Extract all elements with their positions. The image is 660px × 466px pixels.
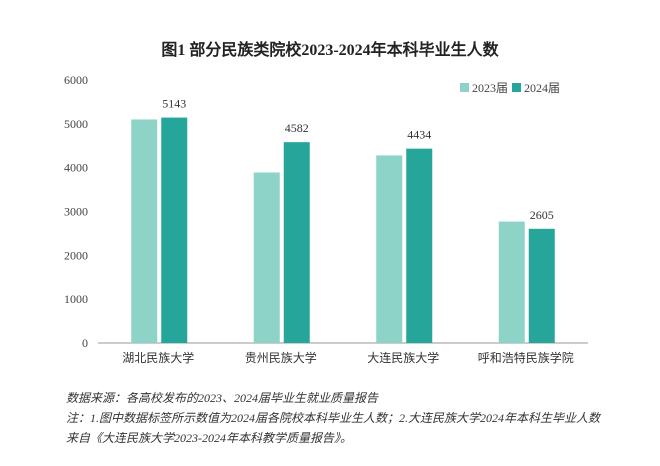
y-tick-label: 3000: [64, 205, 88, 219]
x-tick-label: 贵州民族大学: [245, 350, 317, 365]
y-tick-label: 0: [82, 336, 88, 350]
bar-2023届: [498, 221, 525, 343]
legend-label: 2024届: [524, 81, 560, 95]
x-tick-label: 湖北民族大学: [122, 350, 194, 365]
x-tick-label: 呼和浩特民族学院: [478, 350, 574, 365]
bar-2024届: [406, 148, 433, 343]
bar-2024届: [161, 117, 188, 343]
x-tick-label: 大连民族大学: [367, 350, 439, 365]
legend-swatch: [460, 83, 469, 92]
data-label: 2605: [530, 208, 554, 222]
bar-2024届: [528, 228, 555, 343]
bar-2024届: [283, 142, 310, 343]
bar-2023届: [376, 155, 403, 343]
data-label: 4434: [407, 128, 431, 142]
y-tick-label: 5000: [64, 117, 88, 131]
data-label: 5143: [162, 97, 186, 111]
bar-2023届: [131, 119, 158, 343]
footnote: 注：1.图中数据标签所示数值为2024届各院校本科毕业生人数；2.大连民族大学2…: [66, 411, 601, 445]
source-note: 数据来源：各高校发布的2023、2024届毕业生就业质量报告: [66, 391, 379, 405]
y-tick-label: 6000: [64, 73, 88, 87]
legend-swatch: [512, 83, 521, 92]
legend-label: 2023届: [472, 81, 508, 95]
y-tick-label: 4000: [64, 161, 88, 175]
y-tick-label: 1000: [64, 292, 88, 306]
data-label: 4582: [285, 121, 309, 135]
y-tick-label: 2000: [64, 248, 88, 262]
chart-title: 图1 部分民族类院校2023-2024年本科毕业生人数: [161, 42, 499, 59]
bar-2023届: [253, 172, 280, 343]
